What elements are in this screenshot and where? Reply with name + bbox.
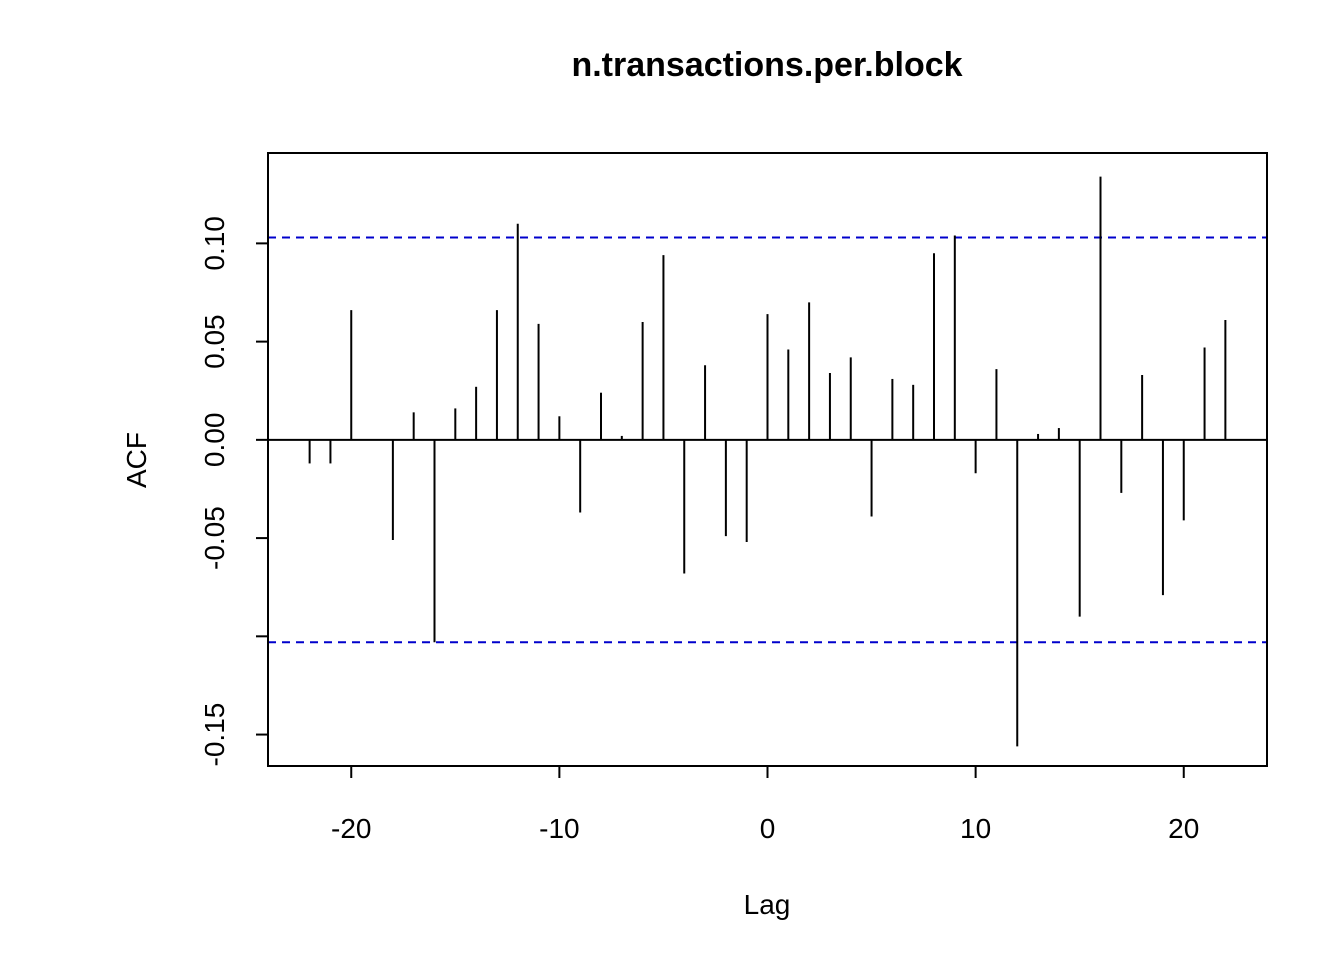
x-tick-label: 0 — [760, 813, 776, 844]
y-tick-label: -0.05 — [199, 506, 230, 570]
y-tick-label: 0.10 — [199, 216, 230, 271]
plot-border — [267, 152, 1268, 767]
chart-title: n.transactions.per.block — [571, 46, 962, 84]
x-tick-label: 10 — [960, 813, 991, 844]
x-axis-label: Lag — [744, 889, 791, 920]
x-tick-label: -20 — [331, 813, 371, 844]
plot-area: -20 -10 0 10 20 -0.15 -0.05 0.00 0.05 0.10 — [199, 152, 1268, 844]
y-tick-label: 0.05 — [199, 314, 230, 369]
x-tick-label: -10 — [539, 813, 579, 844]
x-tick-label: 20 — [1168, 813, 1199, 844]
y-tick-label: 0.00 — [199, 413, 230, 468]
y-axis-label: ACF — [121, 432, 152, 488]
y-tick-label: -0.15 — [199, 703, 230, 767]
